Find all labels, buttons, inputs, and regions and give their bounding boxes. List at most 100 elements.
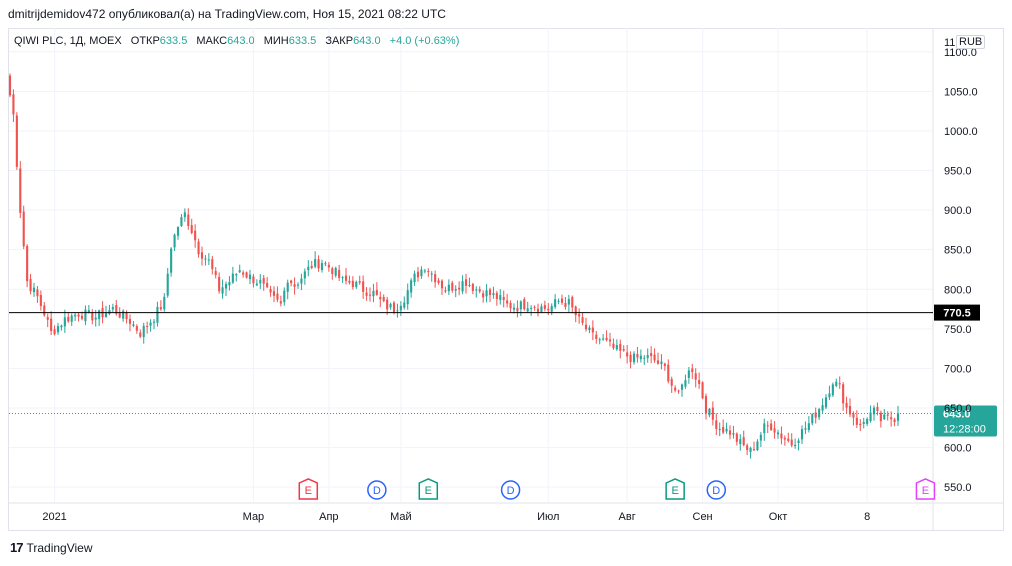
event-marker-letter: E [922,485,929,497]
candle-body [475,289,478,291]
candle-body [324,263,327,265]
candle-body [735,433,738,442]
candle-body [608,339,612,342]
candle-body [413,273,416,283]
candle-body [355,281,358,288]
candle-body [780,433,783,439]
price-tick-label: 550.0 [944,482,972,494]
candle-body [698,380,701,384]
candle-body [506,300,509,304]
candle-body [77,314,80,317]
candle-body [574,306,577,316]
candle-body [444,290,447,292]
high-label: МАКС [196,35,228,47]
earnings-marker-icon[interactable] [665,478,685,500]
earnings-marker-icon[interactable] [915,478,936,500]
candle-body [639,355,642,360]
change-value: +4.0 (+0.63%) [389,35,460,47]
candle-body [327,264,330,268]
candle-body [756,441,759,451]
candle-body [739,439,742,445]
candle-body [752,449,756,451]
candle-body [300,278,303,284]
candle-body [677,390,680,392]
last-price-badge [934,405,997,437]
candle-body [245,272,248,278]
candle-body [526,308,529,312]
price-tick-label: 900.0 [944,205,972,217]
candle-body [694,373,697,380]
candle-body [485,290,488,297]
candle-body [358,281,361,283]
candle-body [70,315,73,322]
earnings-marker-icon[interactable] [418,478,439,500]
candle-body [218,276,221,292]
candle-body [39,295,42,307]
candle-body [766,425,769,427]
candle-body [392,302,396,313]
time-tick-label: Авг [619,511,636,523]
candle-body [509,302,512,309]
time-tick-label: 8 [864,511,870,523]
candle-body [554,299,557,308]
candle-body [334,267,337,276]
price-tick-label: 1000.0 [944,126,978,138]
candle-body [231,273,234,283]
candle-body [468,285,471,287]
candle-body [598,339,601,341]
time-tick-label: Мар [243,511,265,523]
time-tick-label: Июл [537,511,559,523]
price-axis[interactable]: 1100.0 1050.0 1000.0 950.0 900.0 850.0 800.0 75… [944,37,978,494]
earnings-marker-icon[interactable] [298,478,319,500]
last-price-time: 12:28:00 [943,424,986,436]
candle-body [776,432,780,435]
candle-body [656,360,660,364]
candle-body [434,274,437,283]
candle-body [516,307,519,312]
candle-body [248,274,252,279]
candle-body [372,290,375,297]
candle-body [53,329,56,335]
brand-name: TradingView [26,540,93,555]
candle-body [728,430,732,435]
candle-body [828,393,831,398]
symbol-legend: QIWI PLC, 1Д, MOEX ОТКР633.5 МАКС643.0 М… [14,35,459,47]
candle-body [80,315,84,319]
dividend-marker-icon[interactable] [706,480,727,500]
dividend-marker-icon[interactable] [500,480,521,500]
candle-body [612,343,615,349]
candle-body [8,75,12,96]
time-tick-label: 2021 [42,511,66,523]
time-tick-label: Сен [693,511,713,523]
candle-body [262,277,265,284]
candle-body [855,417,858,425]
candle-body [502,296,505,301]
candle-body [787,438,790,441]
tradingview-logo-icon: 17 [10,540,24,555]
candle-body [108,310,111,315]
currency-badge[interactable]: RUB [956,35,986,49]
symbol-name: QIWI PLC, 1Д, MOEX [14,35,122,47]
candle-body [142,325,145,338]
candle-body [296,284,300,286]
event-marker-letter: D [373,485,381,497]
candle-body [653,354,656,361]
price-tick-label: 700.0 [944,363,972,375]
candle-body [602,338,605,340]
candle-body [670,379,673,386]
candle-body [341,277,344,279]
price-tick-label: 750.0 [944,324,972,336]
price-tick-label: 800.0 [944,284,972,296]
event-marker-letter: E [425,485,432,497]
candle-body [458,287,461,290]
candle-body [691,368,694,373]
time-axis[interactable]: 2021 Мар Апр Май Июл Авг Сен Окт 8 [42,511,870,523]
dividend-marker-icon[interactable] [367,480,387,500]
candle-body [84,309,87,322]
high-value: 643.0 [227,35,255,47]
candle-body [687,370,690,378]
candle-body [269,288,272,293]
candle-body [406,290,409,305]
